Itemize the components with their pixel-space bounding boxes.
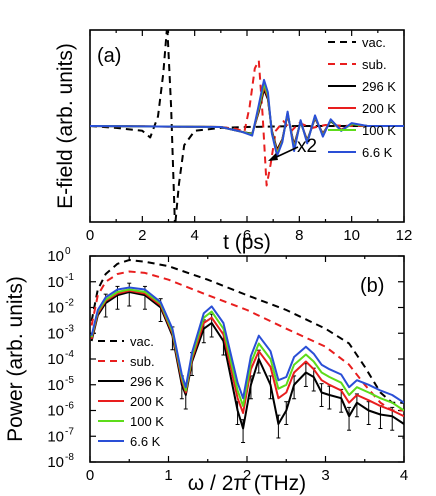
panel-b-label: (b) — [360, 275, 384, 297]
panel-b-y-tick-label: 10 — [47, 377, 64, 394]
x2-annotation-text: x2 — [297, 136, 317, 157]
panel-b-y-tick-label: 10 — [47, 274, 64, 291]
panel-b-x-axis-title: ω / 2π (THz) — [188, 472, 306, 495]
panel-b-y-tick-exponent: -3 — [65, 323, 74, 334]
panel-a-x-tick-label: 12 — [396, 227, 413, 244]
panel-b-y-tick-label: 10 — [47, 403, 64, 420]
panel-a-x-tick-label: 0 — [86, 227, 94, 244]
panel-a-x-tick-label: 6 — [243, 227, 251, 244]
panel-b-series-296-k — [90, 291, 404, 430]
panel-b-y-tick-label: 10 — [47, 325, 64, 342]
panel-b-y-tick-exponent: -7 — [65, 426, 74, 437]
panel-b-y-tick-exponent: -4 — [65, 349, 74, 360]
panel-a-y-axis-title: E-field (arb. units) — [54, 43, 77, 209]
panel-b-x-tick-label: 3 — [321, 467, 329, 484]
panel-a-x-tick-label: 2 — [138, 227, 146, 244]
panel-b-y-tick-exponent: -6 — [65, 401, 74, 412]
panel-a-series-200-k — [90, 85, 404, 153]
panel-a-x-tick-label: 4 — [190, 227, 198, 244]
panel-b-y-tick-exponent: -5 — [65, 375, 74, 386]
x2-arrowhead — [268, 153, 278, 161]
panel-a-x-tick-label: 10 — [343, 227, 360, 244]
panel-a-series-296-k — [90, 88, 404, 151]
panel-b-x-tick-label: 2 — [243, 467, 251, 484]
panel-a-legend-label-200-k: 200 K — [362, 101, 396, 116]
panel-a-label: (a) — [97, 45, 121, 67]
panel-b-x-tick-label: 4 — [400, 467, 408, 484]
panel-b-y-tick-label: 10 — [47, 300, 64, 317]
panel-a-chart: 0 2 4 6 8 10 12 (a) t (ps) E-field (arb. units… — [54, 29, 413, 254]
x2-annotation: x2 — [268, 136, 317, 161]
panel-b-y-tick-exponent: -8 — [65, 452, 74, 463]
panel-b-x-tick-label: 0 — [86, 467, 94, 484]
panel-a-legend-label-6-6-k: 6.6 K — [362, 145, 393, 160]
panel-b-legend-label-296-k: 296 K — [130, 374, 164, 389]
panel-b-y-tick-exponent: -1 — [65, 272, 74, 283]
panel-b-legend-label-100-k: 100 K — [130, 414, 164, 429]
panel-b-legend: vac. sub. 296 K 200 K 100 K 6.6 K — [98, 334, 164, 449]
panel-b-legend-label-200-k: 200 K — [130, 394, 164, 409]
panel-b-y-tick-label: 10 — [47, 454, 64, 471]
panel-b-y-tick-exponent: -2 — [65, 298, 74, 309]
panel-b-series-100-k — [90, 288, 404, 412]
panel-b-legend-label-6-6-k: 6.6 K — [130, 434, 161, 449]
panel-b-y-tick-label: 10 — [47, 428, 64, 445]
panel-b-series-6-6-k — [90, 286, 404, 404]
panel-a-series-6-6-k — [90, 78, 404, 157]
panel-a-legend-label-296-k: 296 K — [362, 79, 396, 94]
panel-b-y-tick-exponent: 0 — [65, 246, 71, 257]
panel-a-legend-label-sub: sub. — [362, 57, 387, 72]
panel-b-y-axis-title: Power (arb. units) — [4, 276, 27, 442]
panel-a-x-tick-label: 8 — [295, 227, 303, 244]
panel-a-series-sub — [90, 59, 404, 187]
panel-b-series-200-k — [90, 289, 404, 418]
panel-b-x-tick-label: 1 — [164, 467, 172, 484]
panel-a-legend: vac. sub. 296 K 200 K 100 K 6.6 K — [328, 35, 396, 160]
panel-b-y-tick-label: 10 — [47, 351, 64, 368]
panel-a-legend-label-100-k: 100 K — [362, 123, 396, 138]
panel-a-x-axis-title: t (ps) — [223, 231, 271, 254]
panel-b-y-tick-label: 10 — [47, 248, 64, 265]
panel-a-legend-label-vac: vac. — [362, 35, 386, 50]
panel-b-legend-label-vac: vac. — [130, 334, 154, 349]
panel-b-legend-label-sub: sub. — [130, 354, 155, 369]
